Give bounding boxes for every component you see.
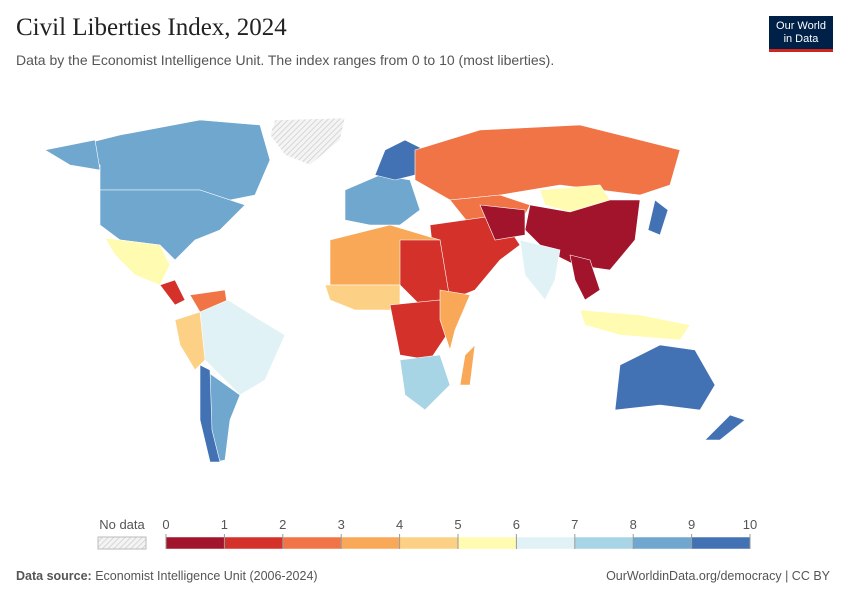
source-text: Economist Intelligence Unit (2006-2024) — [95, 569, 318, 583]
southeast-asia — [569, 254, 601, 301]
legend-bin — [282, 536, 342, 550]
legend-tick-label: 4 — [396, 517, 403, 532]
legend-bin — [224, 536, 284, 550]
west-africa — [324, 284, 401, 311]
no-data-label: No data — [99, 517, 145, 532]
usa — [99, 189, 246, 261]
india — [519, 239, 561, 301]
central-america — [159, 279, 186, 306]
japan — [647, 199, 669, 236]
legend-bin — [340, 536, 400, 550]
legend-tick-label: 0 — [162, 517, 169, 532]
legend-bin — [632, 536, 692, 550]
alaska — [44, 139, 101, 171]
afghanistan — [479, 204, 526, 241]
link[interactable]: OurWorldinData.org/democracy | CC BY — [606, 569, 830, 583]
legend-bin — [574, 536, 634, 550]
title: Civil Liberties Index, 2024 — [16, 14, 287, 41]
russia — [414, 124, 681, 201]
new-zealand — [704, 414, 746, 441]
andes — [174, 311, 206, 371]
countries — [44, 117, 746, 463]
source-label: Data source: — [16, 569, 92, 583]
southern-africa — [399, 354, 451, 411]
mexico — [104, 237, 171, 286]
legend-bin — [457, 536, 517, 550]
legend-bin — [165, 536, 225, 550]
legend-tick-label: 8 — [630, 517, 637, 532]
east-africa — [439, 289, 471, 352]
legend-tick-label: 1 — [221, 517, 228, 532]
legend-bin — [691, 536, 751, 550]
legend-tick-label: 7 — [571, 517, 578, 532]
subtitle: Data by the Economist Intelligence Unit.… — [16, 52, 555, 68]
madagascar — [459, 344, 476, 386]
indonesia — [579, 309, 691, 341]
legend-tick-label: 6 — [513, 517, 520, 532]
legend-bin — [399, 536, 459, 550]
logo-line: Our World — [776, 20, 826, 32]
europe — [344, 174, 421, 226]
source: Data source: Economist Intelligence Unit… — [16, 569, 318, 583]
legend-bin — [516, 536, 576, 550]
legend-tick-label: 3 — [338, 517, 345, 532]
logo[interactable]: Our World in Data — [769, 16, 833, 52]
legend-tick-label: 9 — [688, 517, 695, 532]
greenland — [269, 117, 346, 166]
legend-tick-label: 10 — [743, 517, 757, 532]
australia — [614, 344, 716, 411]
legend-tick-label: 2 — [279, 517, 286, 532]
legend-tick-label: 5 — [454, 517, 461, 532]
logo-line: in Data — [783, 33, 819, 45]
no-data-swatch — [97, 536, 147, 550]
chile — [199, 364, 221, 463]
